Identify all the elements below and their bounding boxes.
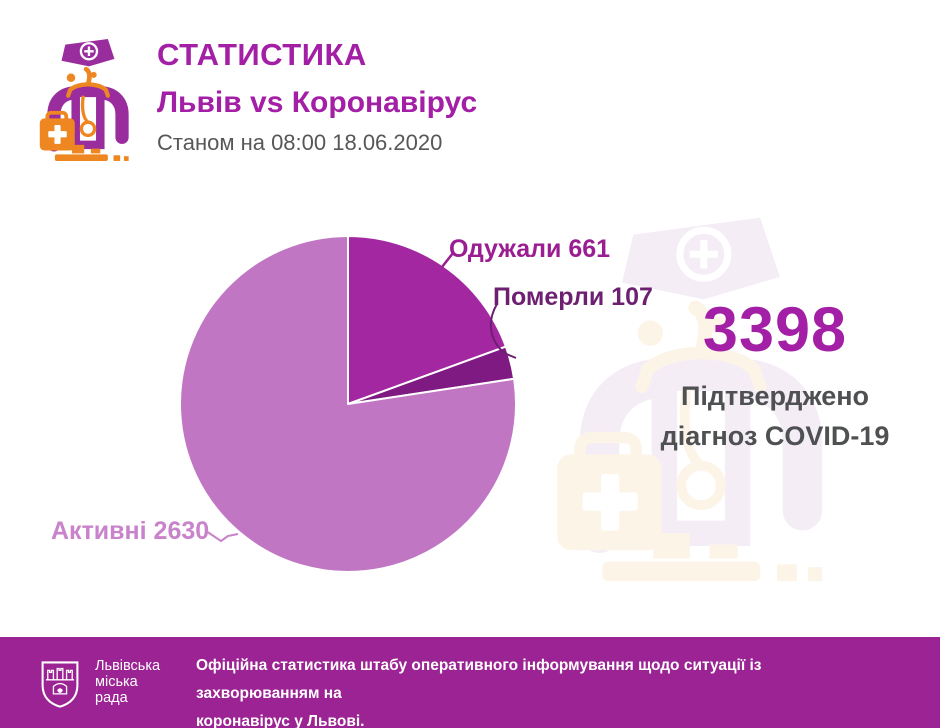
confirmed-caption-line1: Підтверджено	[680, 381, 870, 411]
pie-label-recovered-text: Одужали	[449, 235, 562, 263]
pie-label-deceased-text: Померли	[493, 283, 605, 311]
org-name-line3: рада	[95, 690, 128, 706]
pie-slice-deceased	[347, 345, 516, 405]
pie-label-deceased-value: 107	[611, 283, 653, 311]
org-name: Львівська міська рада	[95, 658, 160, 706]
pie-slice-active	[179, 235, 517, 573]
footer: Львівська міська рада Офіційна статистик…	[0, 637, 940, 728]
page-title: СТАТИСТИКА	[157, 37, 367, 72]
pie-label-active-text: Активні	[51, 517, 147, 545]
confirmed-total-caption: Підтверджено діагноз COVID-19	[620, 376, 930, 456]
footer-note: Офіційна статистика штабу оперативного і…	[196, 652, 856, 728]
header: СТАТИСТИКА Львів vs Коронавірус Станом н…	[157, 38, 477, 156]
leader-line-active	[205, 530, 239, 543]
org-name-line2: міська	[95, 674, 138, 690]
confirmed-caption-line2: діагноз COVID-19	[660, 421, 890, 451]
date-stamp: Станом на 08:00 18.06.2020	[157, 130, 443, 155]
confirmed-total-block: 3398 Підтверджено діагноз COVID-19	[620, 299, 930, 456]
footer-note-line2: коронавірус у Львові.	[196, 713, 365, 728]
doctor-icon	[36, 33, 140, 166]
leader-line-deceased	[489, 303, 517, 359]
pie-label-active-value: 2630	[153, 517, 210, 545]
lviv-coat-of-arms-icon	[41, 661, 79, 708]
pie-label-active: Активні 2630	[51, 517, 209, 546]
confirmed-total-value: 3398	[702, 295, 848, 365]
footer-note-line1: Офіційна статистика штабу оперативного і…	[196, 657, 762, 702]
org-name-line1: Львівська	[95, 658, 161, 674]
pie-label-recovered-value: 661	[568, 235, 611, 263]
pie-label-recovered: Одужали 661	[449, 235, 610, 264]
page-subtitle: Львів vs Коронавірус	[157, 86, 478, 119]
